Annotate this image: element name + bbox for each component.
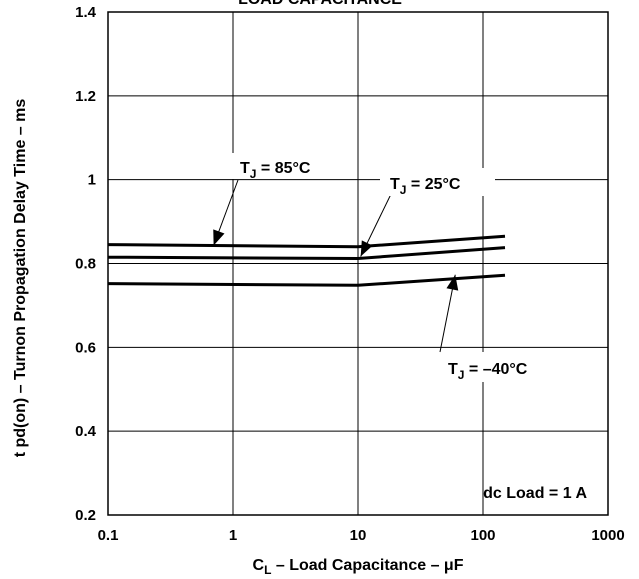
series-minus40c	[107, 273, 506, 287]
y-axis-label: t pd(on) – Turnon Propagation Delay Time…	[12, 99, 29, 458]
annotation-minus40-t: T	[448, 361, 458, 378]
x-axis-label-sub: L	[264, 563, 271, 577]
series-25c	[107, 246, 506, 261]
x-tick-label-0: 0.1	[98, 527, 119, 544]
annotation-25-rest: = 25°C	[406, 176, 460, 193]
x-tick-labels: 0.1 1 10 100 1000	[98, 527, 625, 544]
x-axis-label-rest: – Load Capacitance – μF	[271, 557, 463, 574]
x-tick-label-2: 10	[350, 527, 367, 544]
y-tick-label-5: 1.2	[75, 88, 96, 105]
x-tick-label-1: 1	[229, 527, 237, 544]
series-85c	[107, 234, 506, 249]
y-tick-label-6: 1.4	[75, 4, 97, 21]
x-tick-label-3: 100	[470, 527, 495, 544]
annotation-25-sub: J	[400, 183, 407, 197]
y-tick-labels: 0.2 0.4 0.6 0.8 1 1.2 1.4	[75, 4, 97, 524]
dc-load-annotation: dc Load = 1 A	[483, 485, 587, 502]
annotation-minus40-rest: = –40°C	[464, 361, 527, 378]
annotation-85-sub: J	[250, 167, 257, 181]
y-tick-label-1: 0.4	[75, 423, 97, 440]
annotation-85-t: T	[240, 160, 250, 177]
annotation-minus40-sub: J	[458, 368, 465, 382]
y-tick-label-2: 0.6	[75, 339, 96, 356]
annotation-25: TJ = 25°C	[380, 168, 495, 197]
y-tick-label-4: 1	[88, 172, 96, 189]
leader-25-arrowhead	[360, 240, 373, 257]
x-axis-label-c: C	[253, 557, 265, 574]
annotation-85-rest: = 85°C	[256, 160, 310, 177]
x-tick-label-4: 1000	[591, 527, 624, 544]
annotation-25-t: T	[390, 176, 400, 193]
y-tick-label-3: 0.8	[75, 256, 96, 273]
leader-minus40-arrowhead	[446, 274, 459, 291]
x-axis-label: CL – Load Capacitance – μF	[253, 557, 464, 577]
y-tick-label-0: 0.2	[75, 507, 96, 524]
annotation-85: TJ = 85°C	[232, 153, 344, 181]
svg-text:TJ = 25°C: TJ = 25°C	[390, 176, 461, 197]
plot-frame	[107, 11, 609, 516]
svg-text:TJ = 85°C: TJ = 85°C	[240, 160, 311, 181]
chart-title: LOAD CAPACITANCE	[238, 0, 402, 8]
svg-text:TJ = –40°C: TJ = –40°C	[448, 361, 528, 382]
annotation-leaders	[213, 179, 459, 353]
series-lines	[107, 234, 506, 287]
leader-85-arrowhead	[213, 229, 225, 246]
grid	[107, 11, 609, 516]
annotation-minus40: TJ = –40°C	[441, 352, 559, 382]
